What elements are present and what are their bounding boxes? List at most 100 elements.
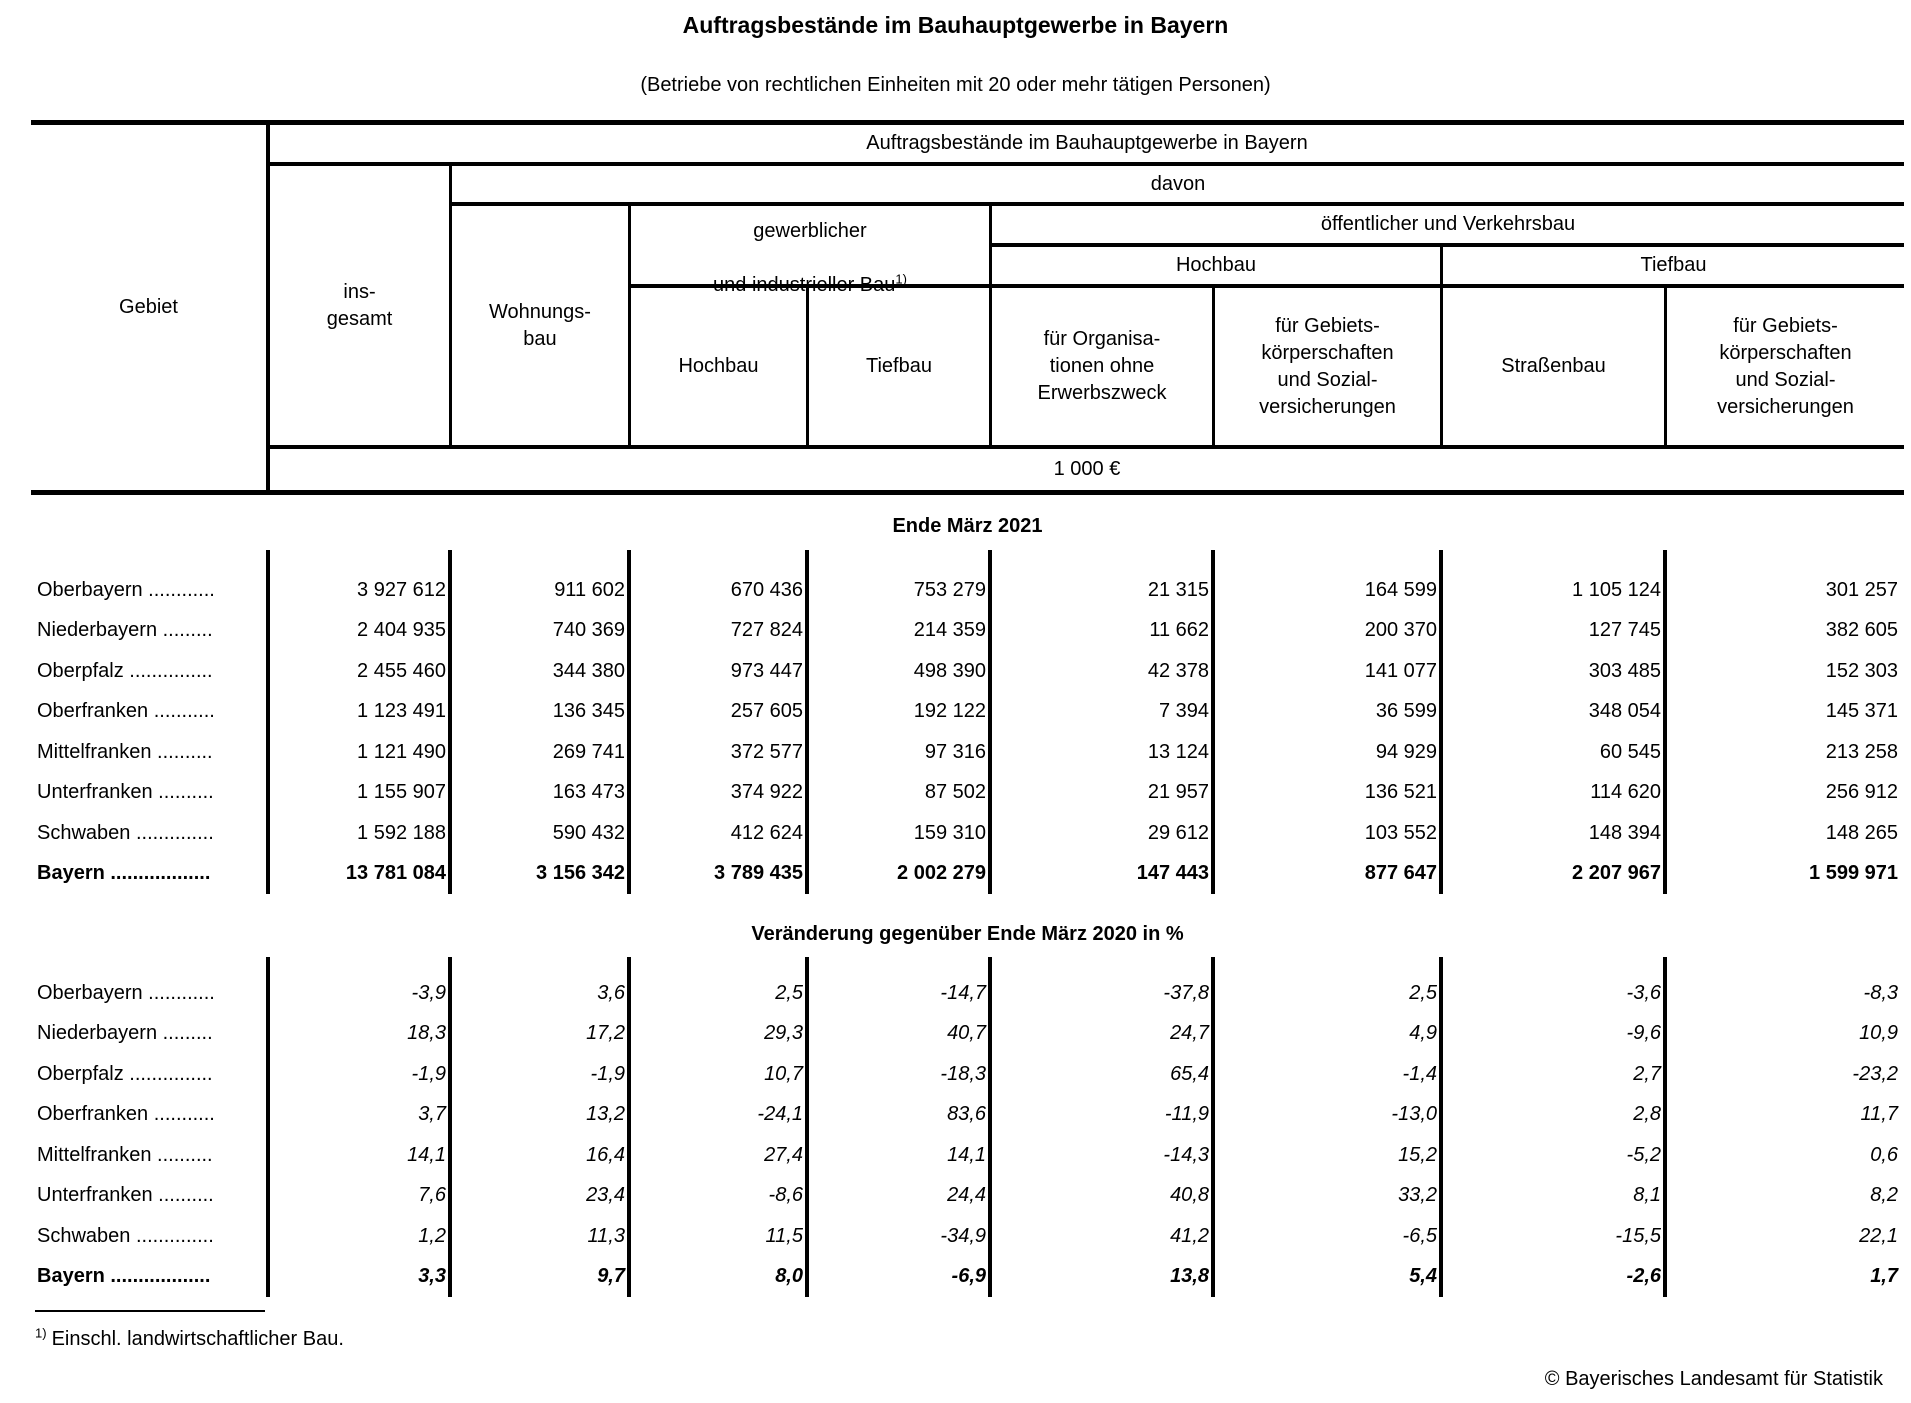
value-strassenbau: 1 105 124 — [1572, 578, 1661, 601]
region-label: Niederbayern ......... — [37, 1022, 213, 1045]
value-hochbau-gewerblich: 11,5 — [765, 1224, 803, 1247]
value-tiefbau-gewerblich: 97 316 — [924, 740, 986, 763]
region-label: Unterfranken .......... — [37, 781, 214, 804]
value-gebietskoerperschaften-tiefbau: 145 371 — [1825, 700, 1898, 723]
section-ende-maerz-2021: Ende März 2021 Oberbayern ............ 3… — [31, 514, 1904, 894]
footnote-marker-superscript: 1) — [895, 271, 907, 287]
value-tiefbau-gewerblich: 2 002 279 — [897, 862, 986, 885]
header-gewerblicher-line2: und industrieller Bau — [713, 274, 896, 296]
value-tiefbau-gewerblich: 14,1 — [947, 1143, 986, 1166]
table-row: Niederbayern ......... 2 404 935 740 369… — [31, 611, 1904, 652]
header-hochbau-gewerblich: Hochbau — [631, 288, 809, 449]
value-hochbau-gewerblich: 29,3 — [764, 1022, 803, 1045]
value-gebietskoerperschaften-tiefbau: 256 912 — [1825, 781, 1898, 804]
column-separator-line — [266, 957, 270, 1297]
footnote-rule — [35, 1310, 265, 1312]
value-strassenbau: 60 545 — [1599, 740, 1661, 763]
value-gebietskoerperschaften-tiefbau: 382 605 — [1825, 619, 1898, 642]
region-label: Bayern .................. — [37, 862, 211, 885]
section-title: Ende März 2021 — [892, 515, 1043, 537]
value-gebietskoerperschaften-tiefbau: 0,6 — [1870, 1143, 1898, 1166]
region-label: Schwaben .............. — [37, 1224, 214, 1247]
value-gebietskoerperschaften-tiefbau: 1 599 971 — [1809, 862, 1898, 885]
value-insgesamt: -1,9 — [411, 1062, 446, 1085]
value-gebietskoerperschaften-tiefbau: 11,7 — [1860, 1103, 1898, 1126]
value-organisationen: 13 124 — [1147, 740, 1209, 763]
value-strassenbau: -9,6 — [1626, 1022, 1661, 1045]
value-gebietskoerperschaften-hochbau: 877 647 — [1364, 862, 1437, 885]
value-insgesamt: 1 123 491 — [357, 700, 446, 723]
header-insgesamt: ins- gesamt — [270, 166, 452, 449]
table-row: Oberpfalz ............... 2 455 460 344 … — [31, 651, 1904, 692]
value-wohnungsbau: 3,6 — [597, 981, 625, 1004]
value-organisationen: 21 315 — [1147, 578, 1209, 601]
region-label: Schwaben .............. — [37, 821, 214, 844]
table-row: Oberfranken ........... 3,7 13,2 -24,1 8… — [31, 1095, 1904, 1136]
table-row: Unterfranken .......... 7,6 23,4 -8,6 24… — [31, 1176, 1904, 1217]
value-organisationen: 11 662 — [1149, 619, 1209, 642]
header-wohnungsbau: Wohnungs- bau — [452, 206, 631, 449]
region-label: Oberpfalz ............... — [37, 659, 213, 682]
value-tiefbau-gewerblich: 192 122 — [913, 700, 986, 723]
region-label: Oberfranken ........... — [37, 1103, 215, 1126]
value-hochbau-gewerblich: 412 624 — [730, 821, 803, 844]
value-gebietskoerperschaften-hochbau: 94 929 — [1375, 740, 1437, 763]
value-gebietskoerperschaften-tiefbau: 8,2 — [1870, 1184, 1898, 1207]
header-hochbau-oeffentlich: Hochbau — [992, 247, 1443, 288]
value-wohnungsbau: 163 473 — [552, 781, 625, 804]
value-gebietskoerperschaften-hochbau: 5,4 — [1409, 1265, 1437, 1288]
value-hochbau-gewerblich: 374 922 — [730, 781, 803, 804]
value-insgesamt: 7,6 — [418, 1184, 446, 1207]
column-separator-line — [627, 957, 631, 1297]
value-gebietskoerperschaften-tiefbau: 148 265 — [1825, 821, 1898, 844]
value-tiefbau-gewerblich: 498 390 — [913, 659, 986, 682]
value-organisationen: -14,3 — [1163, 1143, 1209, 1166]
value-gebietskoerperschaften-tiefbau: 152 303 — [1825, 659, 1898, 682]
value-gebietskoerperschaften-tiefbau: 10,9 — [1859, 1022, 1898, 1045]
column-separator-line — [1439, 550, 1443, 894]
unit-row: 1 000 € — [1053, 458, 1121, 480]
region-label: Oberpfalz ............... — [37, 1062, 213, 1085]
header-tiefbau-oeffentlich: Tiefbau — [1443, 247, 1904, 288]
value-strassenbau: 8,1 — [1633, 1184, 1661, 1207]
value-tiefbau-gewerblich: 40,7 — [947, 1022, 986, 1045]
value-hochbau-gewerblich: 257 605 — [730, 700, 803, 723]
table-row: Mittelfranken .......... 14,1 16,4 27,4 … — [31, 1135, 1904, 1176]
value-organisationen: -11,9 — [1164, 1103, 1209, 1126]
header-gebietskoerperschaften-tiefbau: für Gebiets- körperschaften und Sozial- … — [1667, 288, 1904, 449]
value-wohnungsbau: -1,9 — [590, 1062, 625, 1085]
header-tiefbau-gewerblich: Tiefbau — [809, 288, 992, 449]
section-veraenderung: Veränderung gegenüber Ende März 2020 in … — [31, 922, 1904, 1297]
value-strassenbau: 114 620 — [1590, 781, 1661, 804]
value-insgesamt: 14,1 — [407, 1143, 446, 1166]
value-strassenbau: 2,8 — [1633, 1103, 1661, 1126]
value-strassenbau: -2,6 — [1626, 1265, 1661, 1288]
value-insgesamt: 2 404 935 — [357, 619, 446, 642]
table-row: Oberfranken ........... 1 123 491 136 34… — [31, 692, 1904, 733]
header-gewerblicher-line1: gewerblicher — [753, 220, 867, 242]
value-gebietskoerperschaften-hochbau: 4,9 — [1409, 1022, 1437, 1045]
value-gebietskoerperschaften-tiefbau: 213 258 — [1825, 740, 1898, 763]
value-gebietskoerperschaften-tiefbau: 301 257 — [1825, 578, 1898, 601]
value-insgesamt: 1 592 188 — [357, 821, 446, 844]
value-organisationen: 42 378 — [1147, 659, 1209, 682]
value-wohnungsbau: 3 156 342 — [536, 862, 625, 885]
footnote-marker: 1) — [35, 1325, 47, 1341]
value-tiefbau-gewerblich: 24,4 — [947, 1184, 986, 1207]
section-title: Veränderung gegenüber Ende März 2020 in … — [751, 923, 1184, 945]
value-strassenbau: 2 207 967 — [1572, 862, 1661, 885]
column-separator-line — [805, 957, 809, 1297]
column-separator-line — [448, 957, 452, 1297]
value-hochbau-gewerblich: 8,0 — [775, 1265, 803, 1288]
value-gebietskoerperschaften-tiefbau: -23,2 — [1852, 1062, 1898, 1085]
region-label: Unterfranken .......... — [37, 1184, 214, 1207]
value-hochbau-gewerblich: -8,6 — [768, 1184, 803, 1207]
value-hochbau-gewerblich: 10,7 — [764, 1062, 803, 1085]
column-separator-line — [627, 550, 631, 894]
table-row: Schwaben .............. 1 592 188 590 43… — [31, 813, 1904, 854]
value-hochbau-gewerblich: 670 436 — [730, 578, 803, 601]
value-organisationen: 13,8 — [1170, 1265, 1209, 1288]
value-gebietskoerperschaften-hochbau: 136 521 — [1364, 781, 1437, 804]
value-strassenbau: -5,2 — [1626, 1143, 1661, 1166]
